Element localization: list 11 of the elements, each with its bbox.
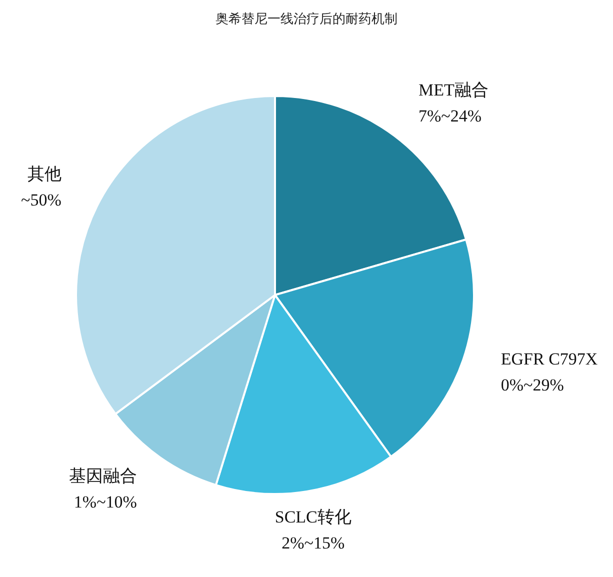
slice-label: SCLC转化 — [274, 507, 352, 526]
slice-label: MET融合 — [418, 80, 488, 100]
chart-title: 奥希替尼一线治疗后的耐药机制 — [214, 11, 398, 28]
text: 1%~10% — [74, 492, 137, 512]
text: 2%~15% — [282, 533, 345, 552]
slice-label: 其他 — [27, 164, 62, 184]
slice-label: 基因融合 — [68, 466, 137, 486]
slice-label: EGFR C797X — [500, 350, 598, 369]
text: ~50% — [21, 190, 62, 210]
text: 7%~24% — [418, 106, 482, 126]
text: 0%~29% — [500, 376, 564, 395]
